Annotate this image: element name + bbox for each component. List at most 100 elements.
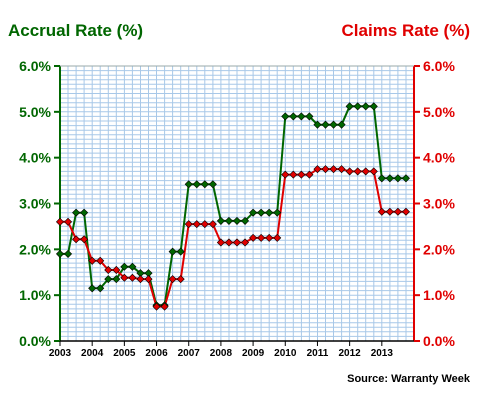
right-tick-label: 0.0% — [423, 333, 455, 349]
accrual-point — [72, 208, 81, 217]
accrual-point — [128, 262, 137, 271]
x-tick-label: 2009 — [242, 348, 265, 359]
claims-point — [208, 220, 217, 229]
accrual-point — [361, 102, 370, 111]
x-tick-label: 2012 — [339, 348, 362, 359]
left-tick-label: 2.0% — [19, 241, 51, 257]
gridlines — [60, 66, 414, 341]
accrual-point — [168, 247, 177, 256]
claims-point — [96, 256, 105, 265]
right-tick-label: 2.0% — [423, 241, 455, 257]
claims-point — [273, 233, 282, 242]
claims-point — [321, 165, 330, 174]
claims-point — [192, 220, 201, 229]
accrual-point — [313, 120, 322, 129]
x-tick-label: 2003 — [49, 348, 72, 359]
right-tick-label: 6.0% — [423, 58, 455, 74]
accrual-point — [377, 174, 386, 183]
accrual-point — [80, 208, 89, 217]
accrual-point — [208, 180, 217, 189]
accrual-point — [224, 216, 233, 225]
claims-point — [168, 275, 177, 284]
claims-point — [200, 220, 209, 229]
claims-point — [361, 167, 370, 176]
accrual-point — [401, 174, 410, 183]
claims-point — [369, 167, 378, 176]
claims-point — [265, 233, 274, 242]
right-tick-label: 4.0% — [423, 150, 455, 166]
accrual-point — [104, 275, 113, 284]
accrual-point — [393, 174, 402, 183]
claims-point — [128, 273, 137, 282]
x-tick-label: 2008 — [210, 348, 233, 359]
claims-point — [353, 167, 362, 176]
accrual-point — [112, 275, 121, 284]
claims-point — [80, 235, 89, 244]
left-tick-label: 6.0% — [19, 58, 51, 74]
accrual-point — [369, 102, 378, 111]
claims-point — [305, 170, 314, 179]
accrual-point — [192, 180, 201, 189]
x-tick-label: 2006 — [145, 348, 168, 359]
accrual-point — [281, 112, 290, 121]
right-tick-label: 3.0% — [423, 196, 455, 212]
accrual-point — [64, 249, 73, 258]
claims-point — [64, 217, 73, 226]
source-note: Source: Warranty Week — [347, 373, 471, 385]
right-tick-labels: 0.0% 1.0% 2.0% 3.0% 4.0% 5.0% 6.0% — [423, 58, 455, 349]
claims-point — [144, 275, 153, 284]
accrual-point — [265, 208, 274, 217]
accrual-line — [60, 105, 406, 307]
left-tick-label: 4.0% — [19, 150, 51, 166]
right-tick-label: 5.0% — [423, 104, 455, 120]
accrual-point — [385, 174, 394, 183]
accrual-point — [241, 216, 250, 225]
accrual-point — [200, 180, 209, 189]
accrual-point — [329, 120, 338, 129]
claims-point — [152, 302, 161, 311]
left-axis-title: Accrual Rate (%) — [8, 21, 143, 40]
claims-point — [337, 165, 346, 174]
accrual-point — [55, 249, 65, 258]
series-markers — [55, 102, 410, 311]
claims-point — [241, 238, 250, 247]
claims-point — [289, 170, 298, 179]
accrual-point — [88, 284, 97, 293]
accrual-point — [216, 216, 225, 225]
claims-point — [160, 302, 169, 311]
claims-point — [313, 165, 322, 174]
left-tick-label: 1.0% — [19, 287, 51, 303]
x-tick-labels: 2003 2004 2005 2006 2007 2008 2009 2010 2011 2012… — [49, 348, 394, 359]
claims-point — [393, 207, 402, 216]
left-tick-label: 5.0% — [19, 104, 51, 120]
claims-point — [385, 207, 394, 216]
claims-point — [297, 170, 306, 179]
left-tick-labels: 0.0% 1.0% 2.0% 3.0% 4.0% 5.0% 6.0% — [19, 58, 51, 349]
claims-point — [232, 238, 242, 247]
accrual-point — [321, 120, 330, 129]
claims-point — [401, 207, 410, 216]
accrual-point — [257, 208, 266, 217]
claims-point — [55, 217, 65, 226]
left-tick-label: 3.0% — [19, 196, 51, 212]
x-tick-label: 2011 — [307, 348, 329, 359]
accrual-point — [289, 112, 298, 121]
claims-point — [257, 233, 266, 242]
accrual-point — [273, 208, 282, 217]
x-tick-label: 2005 — [113, 348, 136, 359]
claims-point — [329, 165, 338, 174]
accrual-point — [337, 120, 346, 129]
accrual-point — [305, 112, 314, 121]
x-tick-label: 2013 — [371, 348, 394, 359]
claims-point — [281, 170, 290, 179]
accrual-point — [120, 262, 129, 271]
accrual-point — [96, 284, 105, 293]
claims-point — [216, 238, 225, 247]
claims-point — [88, 256, 97, 265]
claims-point — [377, 207, 386, 216]
claims-point — [120, 273, 129, 282]
claims-point — [184, 220, 193, 229]
claims-point — [104, 265, 113, 274]
claims-point — [136, 275, 145, 284]
